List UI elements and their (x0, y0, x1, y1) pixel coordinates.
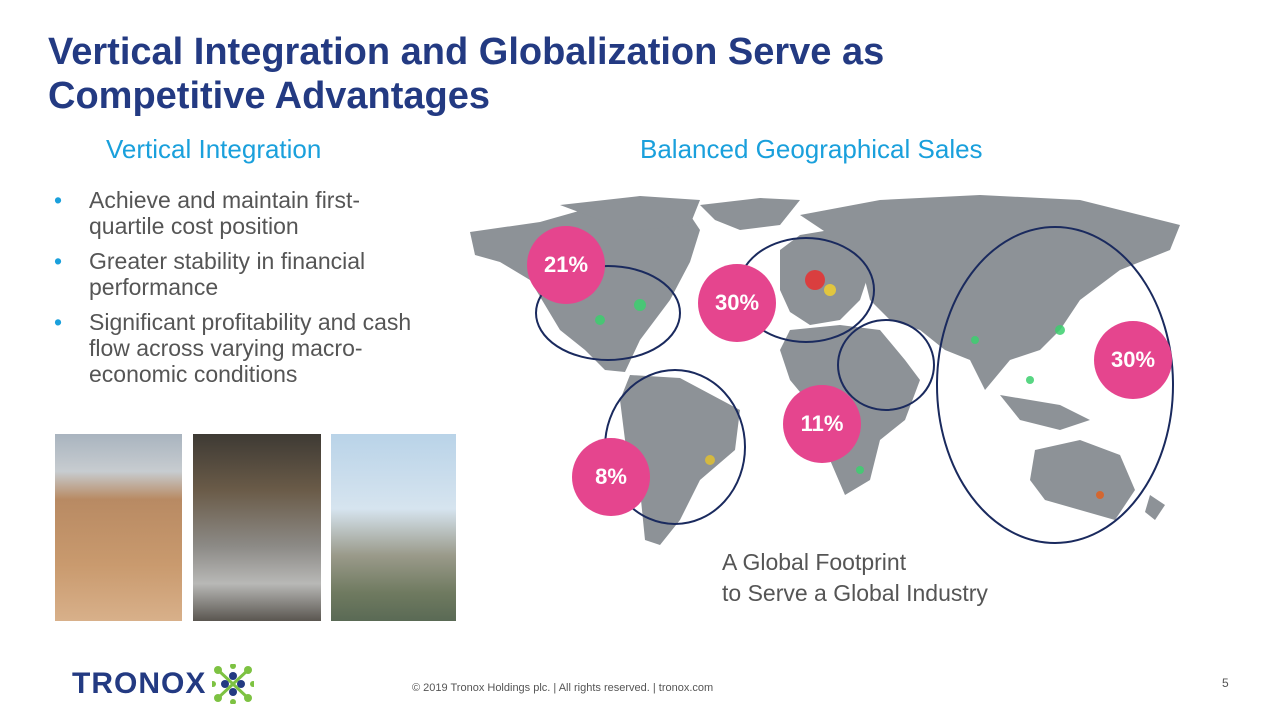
north-america-region-circle (535, 265, 681, 361)
mining-site-photo (55, 434, 182, 621)
asia-pacific-region-circle (936, 226, 1174, 544)
europe-share-badge: 30% (698, 264, 776, 342)
asia-pacific-share-badge: 30% (1094, 321, 1172, 399)
tronox-logo: TRONOX (72, 664, 255, 704)
tronox-molecule-icon (212, 664, 255, 704)
middle-east-africa-share-badge: 11% (783, 385, 861, 463)
processing-plant-photo (331, 434, 456, 621)
map-caption: A Global Footprint to Serve a Global Ind… (722, 547, 988, 609)
bullet-list: Achieve and maintain first-quartile cost… (52, 187, 412, 396)
bullet-item: Significant profitability and cash flow … (52, 309, 412, 387)
vertical-integration-heading: Vertical Integration (106, 134, 322, 164)
middle-east-africa-region-circle (837, 319, 935, 411)
smelter-furnace-photo (193, 434, 321, 621)
slide-title: Vertical Integration and Globalization S… (48, 31, 885, 117)
geographical-sales-heading: Balanced Geographical Sales (640, 134, 983, 164)
bullet-item: Greater stability in financial performan… (52, 248, 412, 300)
bullet-item: Achieve and maintain first-quartile cost… (52, 187, 412, 239)
caption-line: A Global Footprint (722, 549, 907, 575)
sales-heat-spots (595, 270, 1104, 499)
caption-line: to Serve a Global Industry (722, 580, 988, 606)
page-number: 5 (1222, 676, 1229, 690)
logo-wordmark: TRONOX (72, 667, 207, 700)
world-map-landmass (470, 195, 1180, 545)
north-america-share-badge: 21% (527, 226, 605, 304)
world-sales-map (470, 195, 1180, 545)
south-america-share-badge: 8% (572, 438, 650, 516)
copyright-footer: © 2019 Tronox Holdings plc. | All rights… (412, 682, 714, 694)
